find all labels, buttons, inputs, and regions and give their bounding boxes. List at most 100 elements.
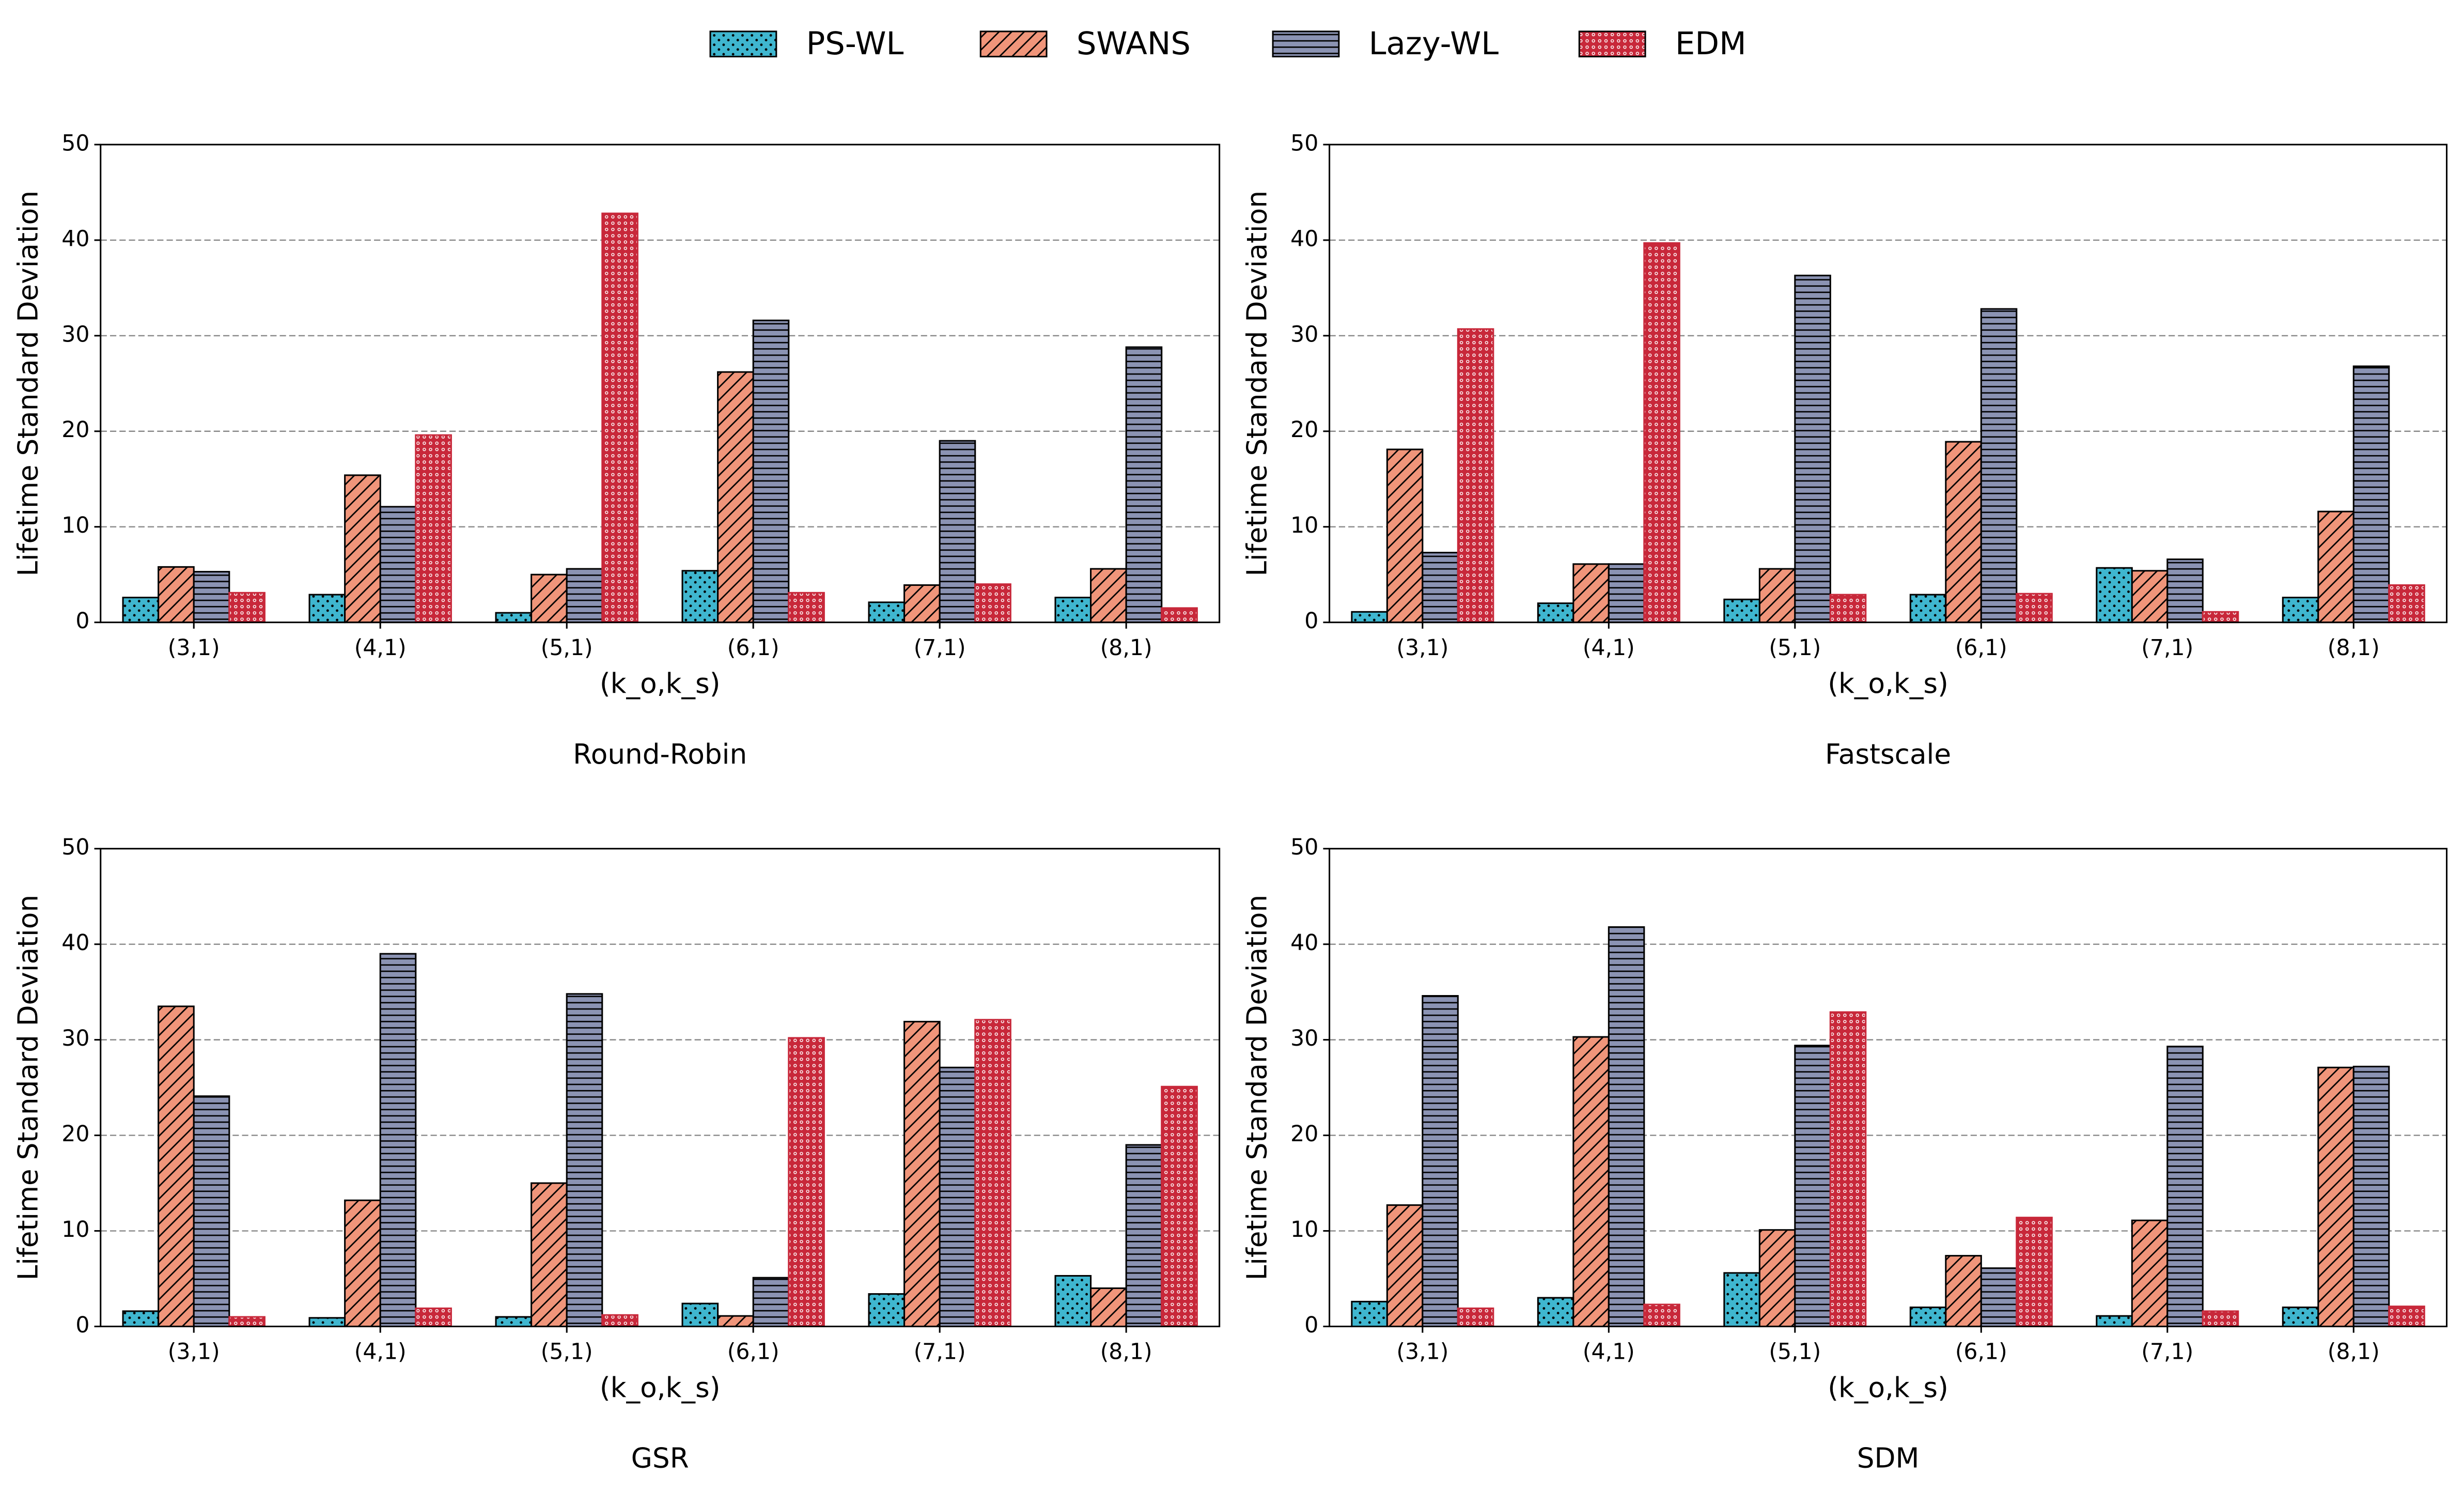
bar [1422, 995, 1459, 1328]
bar [566, 993, 603, 1328]
bar [1537, 1297, 1574, 1328]
bar [2202, 611, 2239, 624]
bar [788, 592, 825, 624]
bar [717, 1315, 754, 1328]
y-tick-label: 0 [75, 608, 89, 634]
bar [2282, 1306, 2319, 1328]
bar [122, 597, 160, 624]
y-tick-label: 20 [61, 1121, 89, 1147]
y-tick-label: 30 [1290, 1026, 1318, 1051]
y-tick-label: 40 [61, 930, 89, 956]
y-axis-label: Lifetime Standard Deviation [12, 191, 44, 577]
bar [1054, 597, 1092, 624]
bar [1386, 1204, 1424, 1328]
x-tick-label: (3,1) [168, 635, 220, 661]
bar [1608, 926, 1645, 1328]
x-tick-label: (7,1) [914, 635, 966, 661]
bar [1386, 448, 1424, 624]
bar [2166, 1046, 2204, 1328]
bar [1161, 607, 1198, 624]
y-axis-label: Lifetime Standard Deviation [12, 895, 44, 1281]
bar [379, 953, 417, 1328]
bar [2166, 558, 2204, 624]
bar [1608, 563, 1645, 624]
x-tick-label: (3,1) [1396, 1339, 1448, 1365]
bar [868, 601, 906, 624]
x-tick-label: (7,1) [2141, 635, 2193, 661]
bar [2016, 593, 2053, 624]
subplot: 0 10 20 30 40 50 (3,1) (4,1) (5,1) (6,1) (7,1) (8,1… [1241, 130, 2448, 770]
bar [601, 1314, 638, 1328]
x-tick-label: (5,1) [541, 1339, 593, 1365]
bar [1351, 611, 1388, 624]
plot-frame [100, 144, 1221, 624]
subplot: 0 10 20 30 40 50 (3,1) (4,1) (5,1) (6,1) (7,1) (8,1… [12, 130, 1221, 770]
bar [2096, 1315, 2133, 1328]
bar [2016, 1217, 2053, 1328]
bar [1572, 1036, 1610, 1328]
y-tick-label: 10 [1290, 512, 1318, 538]
bar [2317, 510, 2354, 624]
bar [2131, 1219, 2169, 1328]
bar [752, 319, 790, 624]
bar [903, 584, 941, 624]
y-tick-label: 0 [75, 1312, 89, 1338]
subplot: 0 10 20 30 40 50 (3,1) (4,1) (5,1) (6,1) (7,1) (8,1… [1241, 834, 2448, 1474]
bar [1794, 1045, 1831, 1328]
bar [1422, 552, 1459, 624]
bar [1829, 594, 1867, 624]
x-tick-label: (6,1) [1955, 635, 2007, 661]
bar [2096, 567, 2133, 624]
y-tick-label: 50 [1290, 130, 1318, 156]
x-tick-label: (8,1) [2328, 1339, 2380, 1365]
bar [2352, 1065, 2390, 1328]
bar [1351, 1300, 1388, 1328]
bar [1090, 1287, 1127, 1328]
x-tick-label: (7,1) [2141, 1339, 2193, 1365]
legend-swatch [1272, 30, 1340, 58]
bar [531, 573, 568, 624]
bar [939, 440, 976, 624]
subplot-title: GSR [631, 1442, 689, 1474]
bar [1090, 568, 1127, 624]
bar [158, 566, 195, 624]
bar [1980, 1267, 2018, 1328]
bar [344, 474, 381, 624]
legend-label: EDM [1675, 26, 1746, 62]
bar [1537, 602, 1574, 624]
bar [415, 434, 452, 624]
bar [308, 594, 346, 624]
bar [228, 1316, 266, 1328]
bar [1980, 308, 2018, 624]
plot-frame [1329, 144, 2448, 624]
bar [1125, 346, 1163, 624]
y-tick-label: 50 [1290, 834, 1318, 860]
bar [1054, 1275, 1092, 1328]
y-tick-label: 40 [1290, 930, 1318, 956]
bar [1794, 274, 1831, 624]
x-tick-label: (5,1) [1769, 635, 1821, 661]
bar [974, 583, 1011, 624]
x-tick-label: (3,1) [1396, 635, 1448, 661]
x-tick-label: (7,1) [914, 1339, 966, 1365]
y-tick-label: 10 [61, 512, 89, 538]
bar [1909, 594, 1947, 624]
bar [415, 1307, 452, 1328]
y-axis-label: Lifetime Standard Deviation [1241, 191, 1273, 577]
legend-swatch [709, 30, 777, 58]
bar [1457, 328, 1494, 624]
subplot: 0 10 20 30 40 50 (3,1) (4,1) (5,1) (6,1) (7,1) (8,1… [12, 834, 1221, 1474]
y-tick-label: 10 [61, 1217, 89, 1242]
bar [868, 1293, 906, 1328]
x-axis-label: (k_o,k_s) [600, 1372, 721, 1404]
y-tick-label: 30 [1290, 321, 1318, 347]
bar [1643, 1303, 1680, 1328]
bar [681, 570, 719, 624]
legend-label: PS-WL [806, 26, 904, 62]
y-tick-label: 0 [1304, 608, 1318, 634]
bar [1643, 242, 1680, 624]
bar [752, 1277, 790, 1328]
bar [939, 1066, 976, 1328]
